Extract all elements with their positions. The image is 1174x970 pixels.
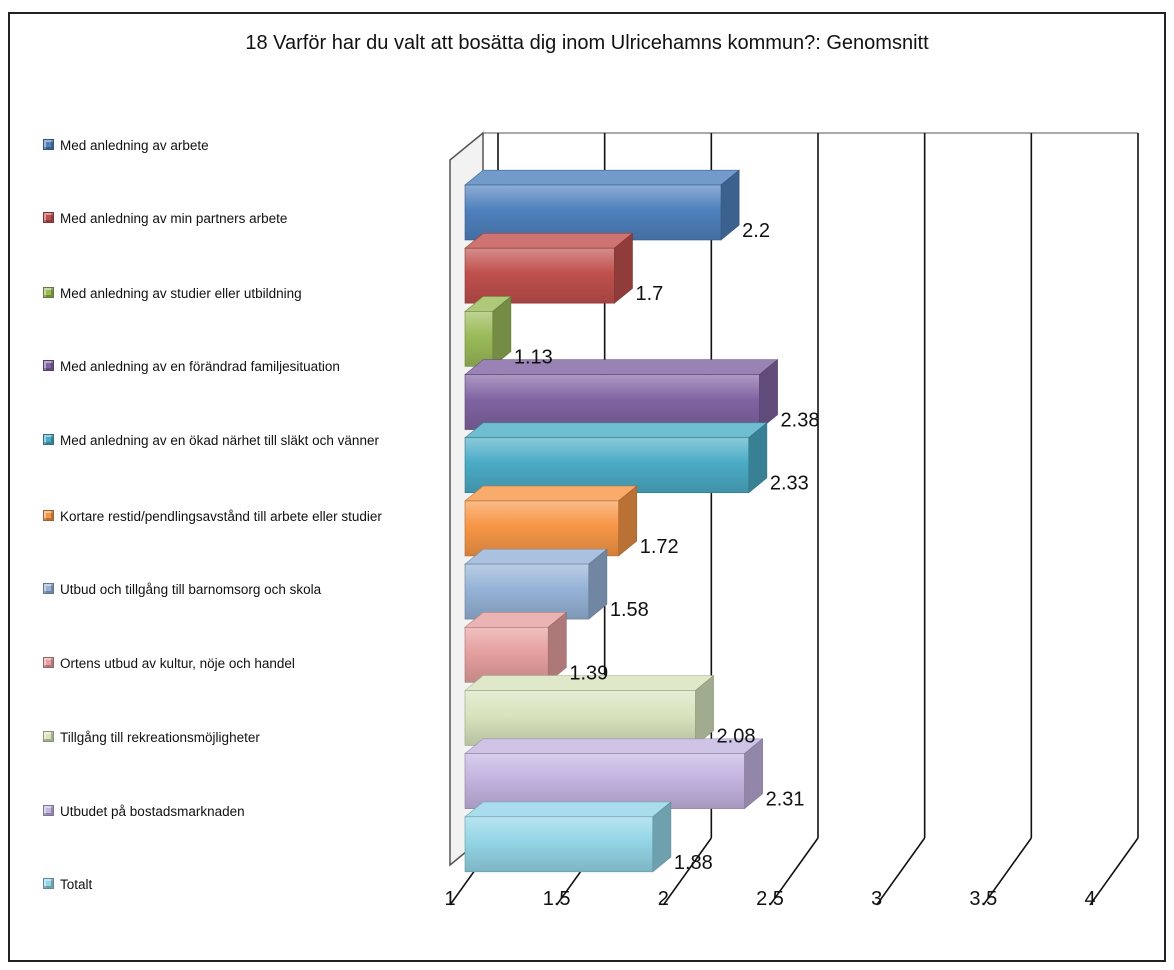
x-tick-label: 3.5 [969, 888, 997, 910]
bar-front-face [464, 247, 615, 304]
bar-top-face [464, 233, 634, 249]
x-tick-label: 3 [871, 888, 882, 910]
data-label: 2.38 [781, 410, 820, 432]
legend-label: Med anledning av en förändrad familjesit… [60, 359, 340, 374]
x-tick-label: 1 [444, 888, 455, 910]
x-tick-label: 1.5 [543, 888, 571, 910]
floor-gridline-3 [769, 837, 819, 906]
legend-swatch [43, 583, 54, 594]
bar [464, 485, 638, 557]
legend-swatch [43, 657, 54, 668]
legend-label: Tillgång till rekreationsmöjligheter [60, 730, 260, 745]
legend-swatch [43, 360, 54, 371]
data-label: 1.58 [610, 599, 649, 621]
bar-front-face [464, 311, 494, 367]
legend-label: Kortare restid/pendlingsavstånd till arb… [60, 509, 382, 524]
bar [464, 674, 715, 747]
bar [464, 169, 740, 241]
bar-front-face [464, 563, 590, 620]
x-tick-label: 2.5 [756, 888, 784, 910]
bar-top-face [464, 485, 638, 502]
bar-front-face [464, 374, 760, 430]
bar-top-face [464, 359, 779, 375]
legend-item: Tillgång till rekreationsmöjligheter [40, 729, 420, 746]
bar [464, 295, 512, 367]
legend-item: Ortens utbud av kultur, nöje och handel [40, 655, 420, 672]
data-label: 2.31 [766, 789, 805, 811]
legend-item: Kortare restid/pendlingsavstånd till arb… [40, 508, 420, 525]
legend-label: Ortens utbud av kultur, nöje och handel [60, 656, 295, 671]
legend-item: Med anledning av studier eller utbildnin… [40, 285, 420, 302]
legend-label: Utbudet på bostadsmarknaden [60, 804, 245, 819]
legend-item: Med anledning av en förändrad familjesit… [40, 358, 420, 375]
legend-swatch [43, 212, 54, 223]
data-label: 2.08 [717, 725, 756, 747]
data-labels: 2.2 1.7 1.13 2.38 2.33 1.72 1.58 1.39 2.08 2.31 1.… [514, 220, 820, 874]
bar [464, 801, 672, 873]
floor-gridline-6 [1089, 837, 1139, 906]
bar [464, 232, 634, 304]
legend-label: Med anledning av arbete [60, 138, 209, 153]
floor-gridline-4 [876, 837, 926, 906]
data-label: 1.13 [514, 346, 553, 368]
legend-label: Utbud och tillgång till barnomsorg och s… [60, 582, 322, 597]
legend-item: Utbudet på bostadsmarknaden [40, 803, 420, 820]
bar [464, 548, 608, 620]
bar-front-face [464, 690, 696, 746]
legend-label: Med anledning av studier eller utbildnin… [60, 286, 302, 301]
legend-label: Med anledning av en ökad närhet till slä… [60, 433, 379, 448]
legend-label: Totalt [60, 877, 93, 892]
x-tick-label: 4 [1084, 888, 1095, 910]
legend-item: Med anledning av min partners arbete [40, 210, 420, 227]
bar-top-face [464, 801, 672, 818]
legend-item: Med anledning av en ökad närhet till slä… [40, 432, 420, 449]
legend-item: Utbud och tillgång till barnomsorg och s… [40, 581, 420, 598]
chart-legend: Med anledning av arbete Med anledning av … [40, 0, 420, 970]
bar [464, 359, 779, 431]
bar [464, 422, 768, 494]
data-label: 1.7 [635, 283, 663, 305]
bar-top-face [464, 548, 608, 565]
legend-label: Med anledning av min partners arbete [60, 211, 288, 226]
floor-gridline-5 [982, 837, 1032, 906]
bar-front-face [464, 437, 750, 494]
data-label: 2.2 [742, 220, 770, 242]
legend-swatch [43, 731, 54, 742]
floor-gridline-2 [662, 837, 712, 906]
bar-top-face [464, 169, 740, 186]
data-label: 2.33 [770, 473, 809, 495]
x-tick-label: 2 [658, 888, 669, 910]
bar-front-face [464, 184, 722, 241]
legend-swatch [43, 510, 54, 521]
legend-item: Totalt [40, 876, 420, 893]
data-label: 1.88 [674, 852, 713, 874]
bar [464, 611, 568, 683]
bar-front-face [464, 626, 549, 683]
legend-item: Med anledning av arbete [40, 137, 420, 154]
bars [464, 169, 779, 873]
bar-front-face [464, 500, 619, 557]
bar-top-face [464, 422, 768, 439]
data-label: 1.39 [569, 662, 608, 684]
legend-swatch [43, 287, 54, 298]
legend-swatch [43, 139, 54, 150]
legend-swatch [43, 434, 54, 445]
data-label: 1.72 [640, 536, 679, 558]
legend-swatch [43, 805, 54, 816]
x-axis-tick-labels: 1 1.5 2 2.5 3 3.5 4 [444, 888, 1095, 910]
chart-title: 18 Varför har du valt att bosätta dig in… [245, 32, 929, 54]
bar-front-face [464, 753, 745, 809]
bar-front-face [464, 816, 654, 873]
bar [464, 738, 764, 810]
legend-swatch [43, 878, 54, 889]
